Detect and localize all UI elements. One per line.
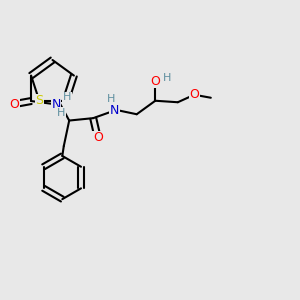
Text: S: S [35, 94, 43, 107]
Text: N: N [110, 104, 119, 117]
Text: O: O [189, 88, 199, 101]
Text: H: H [57, 108, 65, 118]
Text: H: H [106, 94, 115, 104]
Text: H: H [63, 92, 71, 102]
Text: O: O [150, 75, 160, 88]
Text: O: O [93, 131, 103, 144]
Text: H: H [163, 73, 171, 83]
Text: O: O [10, 98, 20, 110]
Text: N: N [51, 98, 61, 110]
